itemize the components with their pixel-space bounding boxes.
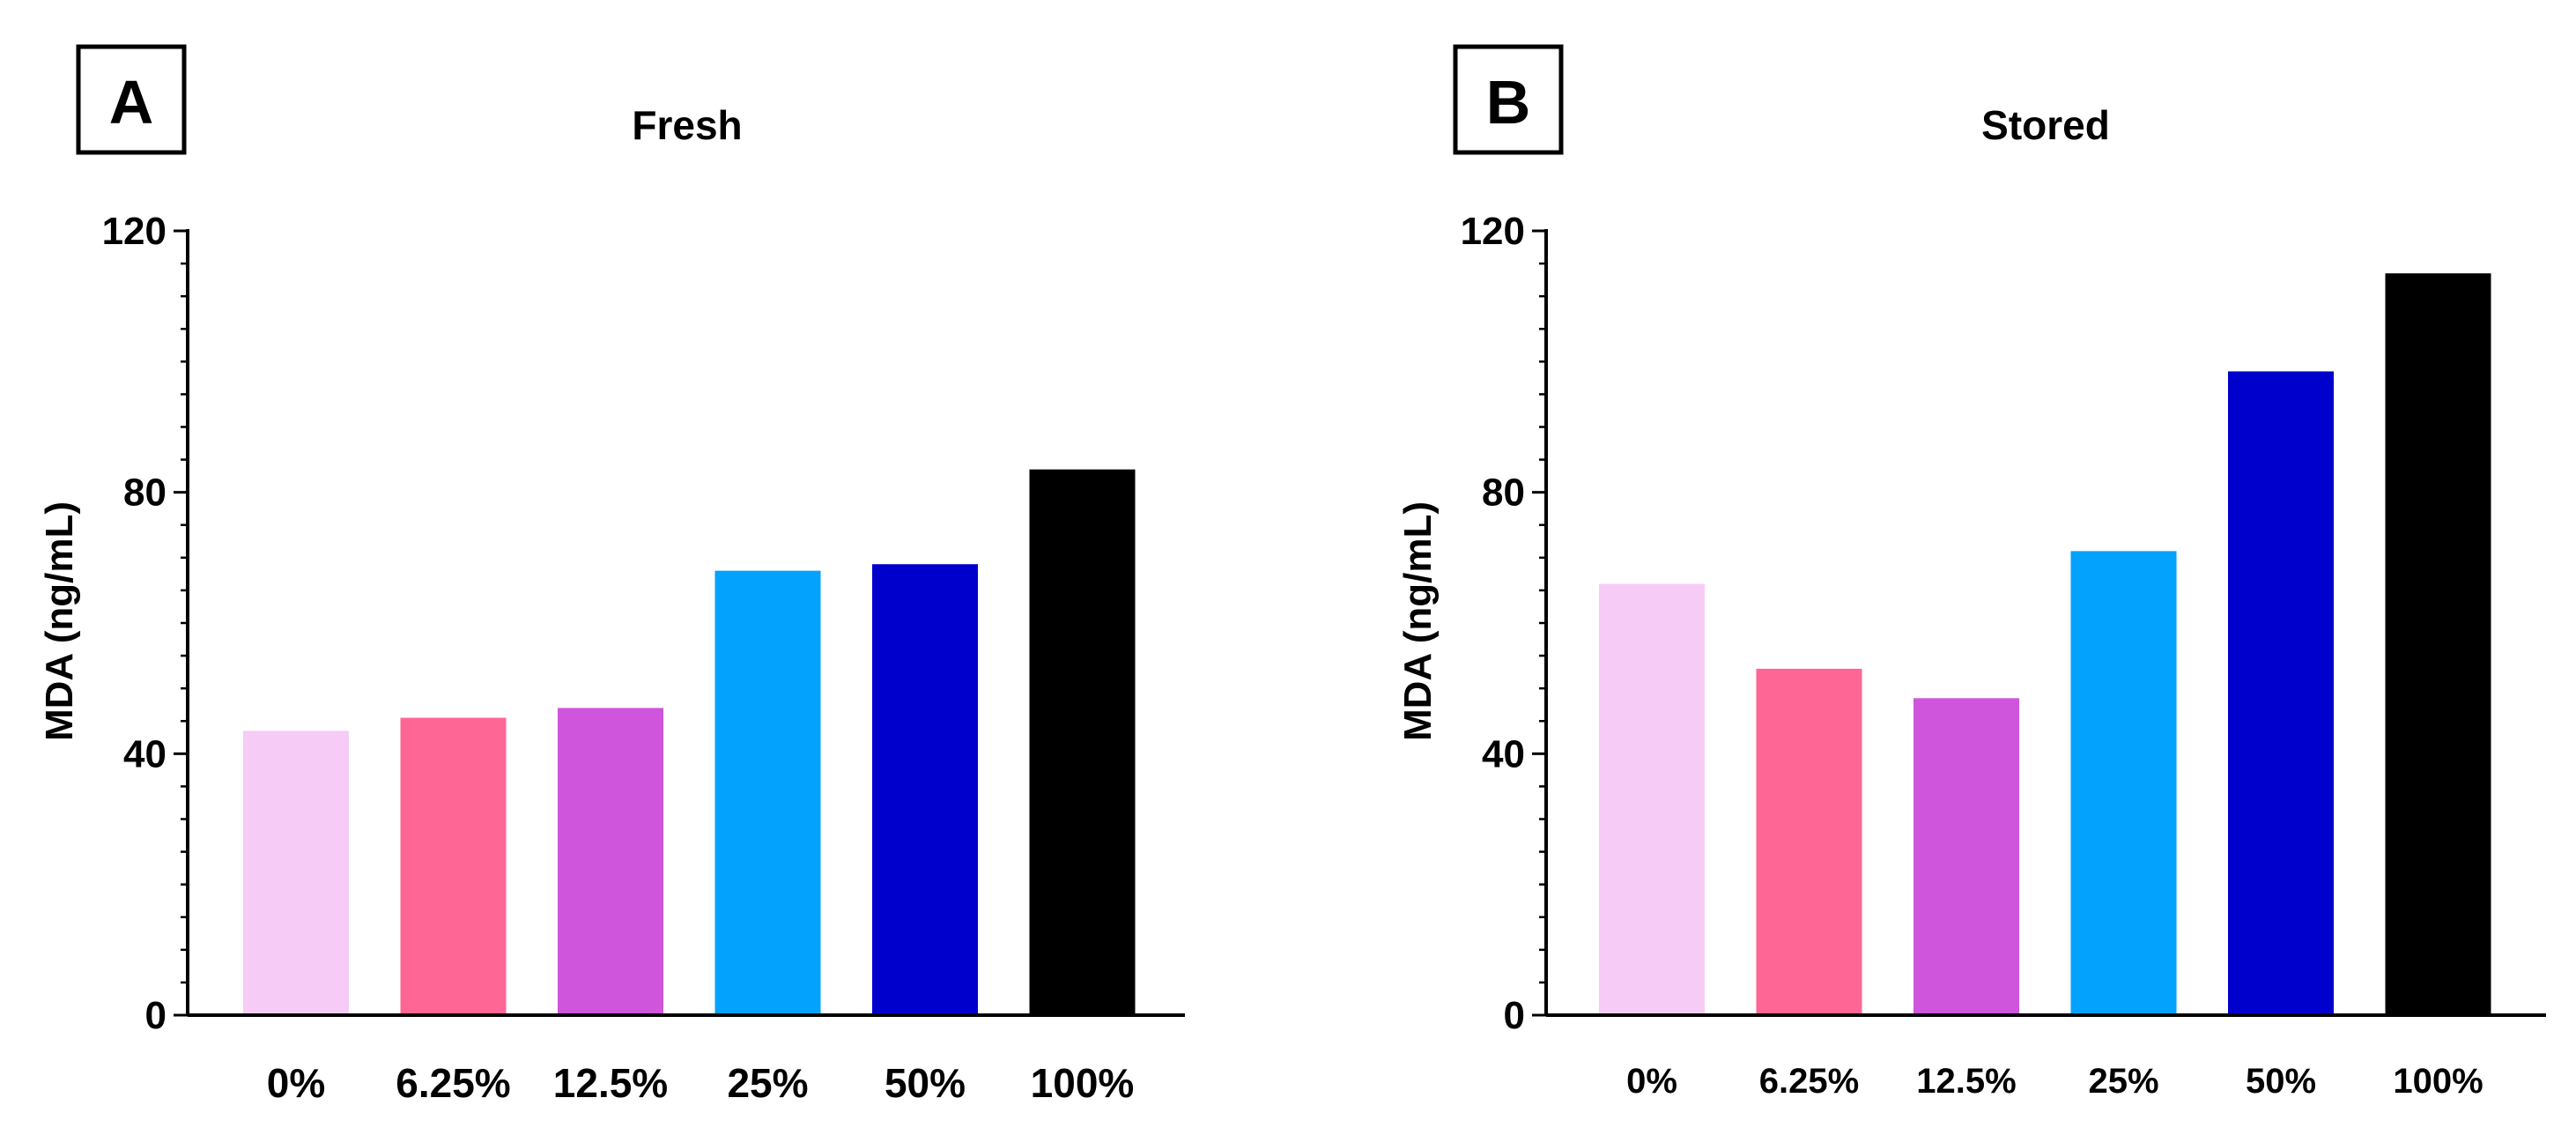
panel-b-y-tick-label: 80 <box>1482 471 1525 515</box>
panel-b-y-tick-label: 120 <box>1461 210 1525 253</box>
panel-a-bars <box>243 469 1136 1015</box>
panel-a-y-tick-label: 80 <box>123 471 167 515</box>
panel-b: B Stored MDA (ng/mL) 0 40 80 120 0% 6.25% 12.… <box>1396 44 2546 1101</box>
panel-a-y-tick-labels: 0 40 80 120 <box>102 210 167 1037</box>
panel-a-label-box <box>76 44 187 155</box>
panel-b-axes <box>1532 229 2546 1017</box>
panel-a-axes <box>174 229 1185 1017</box>
panel-a-y-tick-label: 40 <box>123 732 167 775</box>
panel-a-y-tick-label: 120 <box>102 210 167 253</box>
panel-a-x-tick-label: 6.25% <box>396 1060 510 1106</box>
panel-a-bar-1 <box>243 731 349 1015</box>
panel-b-bar-4 <box>2070 551 2177 1015</box>
panel-b-x-tick-label: 50% <box>2246 1062 2316 1101</box>
panel-b-x-tick-labels: 0% 6.25% 12.5% 25% 50% 100% <box>1626 1062 2483 1101</box>
panel-b-x-tick-label: 0% <box>1626 1062 1677 1101</box>
panel-b-bar-5 <box>2228 371 2334 1015</box>
panel-a-bar-5 <box>872 564 978 1015</box>
panel-b-x-tick-label: 6.25% <box>1759 1062 1859 1101</box>
panel-b-label-box <box>1453 44 1564 155</box>
panel-b-x-tick-label: 25% <box>2088 1062 2158 1101</box>
panel-a-bar-4 <box>714 570 821 1015</box>
panel-b-x-tick-label: 100% <box>2393 1062 2483 1101</box>
panel-a-x-tick-label: 100% <box>1031 1060 1135 1106</box>
panel-b-bar-1 <box>1599 583 1705 1015</box>
panel-a-x-tick-label: 12.5% <box>553 1060 668 1106</box>
panel-a-y-tick-label: 0 <box>145 994 167 1037</box>
panel-b-bar-6 <box>2385 273 2491 1015</box>
panel-a-x-tick-label: 0% <box>267 1060 325 1106</box>
panel-a-x-tick-label: 50% <box>885 1060 966 1106</box>
panel-a-letter: A <box>109 68 154 137</box>
panel-a-title: Fresh <box>632 102 742 148</box>
panel-a: A Fresh MDA (ng/mL) 0 40 80 120 0% 6.25% 12.5… <box>38 44 1185 1106</box>
panel-b-title: Stored <box>1981 102 2110 148</box>
panel-a-x-tick-label: 25% <box>727 1060 808 1106</box>
panel-b-bars <box>1599 273 2491 1015</box>
panel-b-bar-3 <box>1913 698 2019 1015</box>
panel-b-letter: B <box>1486 68 1531 137</box>
panel-a-y-axis-label: MDA (ng/mL) <box>38 501 81 741</box>
panel-b-y-tick-labels: 0 40 80 120 <box>1461 210 1525 1037</box>
panel-b-y-tick-label: 0 <box>1504 994 1525 1037</box>
panel-b-x-tick-label: 12.5% <box>1916 1062 2016 1101</box>
panel-b-y-axis-label: MDA (ng/mL) <box>1396 501 1440 741</box>
panel-a-bar-2 <box>400 717 507 1015</box>
panel-b-bar-2 <box>1756 668 1862 1015</box>
panel-a-bar-3 <box>558 708 663 1015</box>
panel-b-y-tick-label: 40 <box>1482 732 1525 775</box>
panel-a-bar-6 <box>1029 469 1136 1015</box>
panel-a-x-tick-labels: 0% 6.25% 12.5% 25% 50% 100% <box>267 1060 1135 1106</box>
